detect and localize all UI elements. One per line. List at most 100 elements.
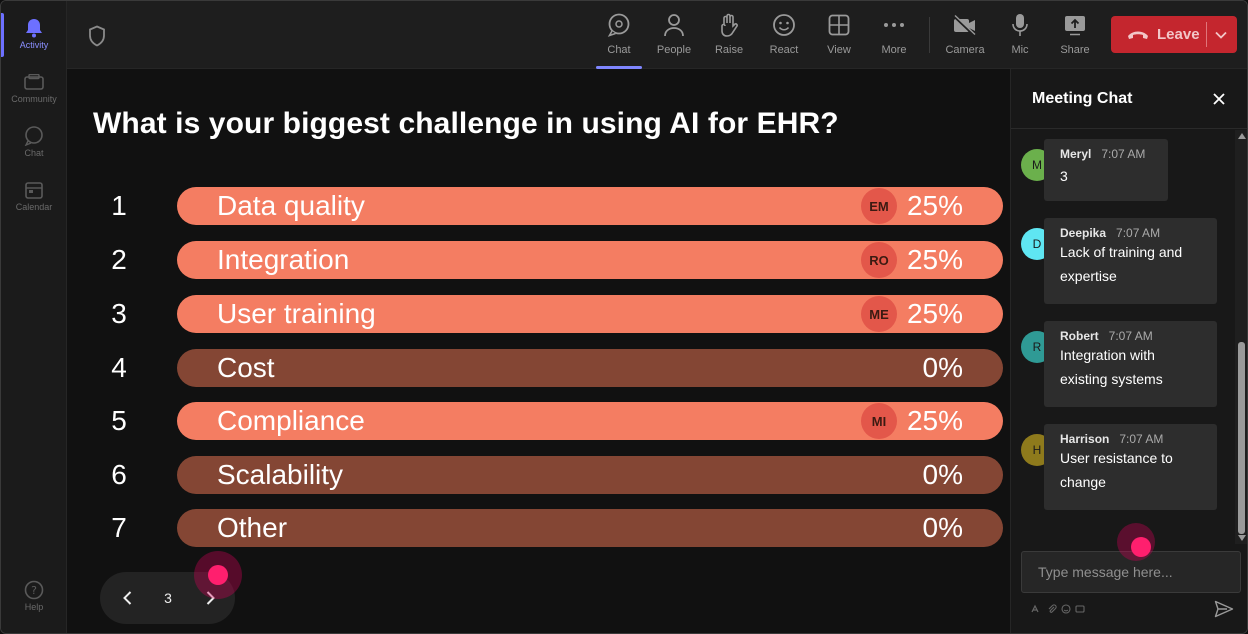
message-text: Integration with existing systems [1060, 347, 1163, 387]
sender-name: Robert [1060, 329, 1099, 343]
toolbar-chat-label: Chat [607, 44, 631, 56]
toolbar-mic-button[interactable]: Mic [993, 9, 1047, 61]
calendar-icon [23, 179, 45, 201]
option-percent: 25% [906, 190, 963, 221]
toolbar-view-button[interactable]: View [812, 9, 866, 61]
gif-icon[interactable] [1075, 604, 1085, 614]
scrollbar-thumb[interactable] [1238, 342, 1245, 534]
mic-icon [1007, 12, 1033, 38]
app-rail: Activity Community Chat Calendar ? Help [1, 1, 67, 633]
toolbar-raise-label: Raise [714, 44, 744, 56]
help-icon: ? [23, 579, 45, 601]
poll-question: What is your biggest challenge in using … [93, 107, 839, 140]
rail-item-calendar[interactable]: Calendar [1, 171, 67, 223]
toolbar-divider [929, 17, 930, 53]
sender-name: Meryl [1060, 147, 1092, 161]
poll-option-row: 3 User training ME 25% [67, 295, 1010, 333]
poll-option-row: 2 Integration RO 25% [67, 241, 1010, 279]
bell-icon [23, 17, 45, 39]
option-label: Data quality [217, 190, 365, 221]
option-bar: Compliance MI 25% [177, 402, 1003, 440]
toolbar-chat-button[interactable]: Chat [592, 9, 646, 69]
chevron-down-icon[interactable] [1214, 28, 1228, 42]
option-label: Compliance [217, 405, 365, 436]
option-bar: Scalability 0% [177, 456, 1003, 494]
option-percent: 25% [906, 405, 963, 436]
chat-scrollbar[interactable] [1235, 130, 1247, 544]
option-number: 6 [111, 459, 127, 490]
scroll-up-icon[interactable] [1238, 133, 1246, 139]
toolbar-camera-label: Camera [945, 44, 985, 56]
message-text: Lack of training and expertise [1060, 244, 1183, 284]
chevron-left-icon[interactable] [120, 590, 136, 606]
toolbar-more-label: More [881, 44, 907, 56]
message-composer [1021, 551, 1241, 593]
rail-item-label: Help [24, 602, 44, 612]
toolbar-raise-button[interactable]: Raise [702, 9, 756, 61]
message-time: 7:07 AM [1108, 329, 1153, 343]
option-percent: 0% [922, 512, 963, 543]
option-label: Integration [217, 244, 350, 275]
option-bar: User training ME 25% [177, 295, 1003, 333]
community-icon [23, 71, 45, 93]
option-number: 5 [111, 405, 127, 436]
svg-text:?: ? [31, 584, 37, 597]
leave-label: Leave [1157, 26, 1200, 43]
option-label: User training [217, 298, 376, 329]
rail-item-help[interactable]: ? Help [1, 571, 67, 623]
sender-name: Deepika [1060, 226, 1107, 240]
leave-button[interactable]: Leave [1111, 16, 1237, 53]
click-indicator [194, 551, 242, 599]
toolbar-react-button[interactable]: React [757, 9, 811, 61]
more-icon [881, 12, 907, 38]
option-percent: 25% [906, 244, 963, 275]
send-icon[interactable] [1214, 600, 1234, 618]
option-label: Scalability [217, 459, 344, 490]
message-time: 7:07 AM [1116, 226, 1161, 240]
close-icon[interactable] [1211, 91, 1227, 107]
option-number: 3 [111, 298, 127, 329]
chevron-right-icon[interactable] [202, 590, 218, 606]
toolbar-camera-button[interactable]: Camera [938, 9, 992, 61]
toolbar-more-button[interactable]: More [867, 9, 921, 61]
message-bubble: Harrison 7:07 AM User resistance to chang… [1044, 424, 1217, 510]
rail-item-activity[interactable]: Activity [1, 9, 67, 61]
message-input[interactable] [1022, 552, 1240, 592]
voter-avatar: ME [861, 296, 897, 332]
scroll-down-icon[interactable] [1238, 535, 1246, 541]
grid-view-icon [826, 12, 852, 38]
smiley-icon [771, 12, 797, 38]
message-bubble: Deepika 7:07 AM Lack of training and expe… [1044, 218, 1217, 304]
option-bar: Other 0% [177, 509, 1003, 547]
chat-icon [606, 12, 632, 38]
hang-up-icon [1128, 31, 1148, 39]
avatar-initial: D [1032, 237, 1042, 251]
attach-icon[interactable] [1047, 604, 1057, 614]
option-percent: 0% [922, 352, 963, 383]
toolbar-people-button[interactable]: People [647, 9, 701, 61]
rail-item-community[interactable]: Community [1, 63, 67, 115]
option-bar: Data quality EM 25% [177, 187, 1003, 225]
rail-item-chat[interactable]: Chat [1, 117, 67, 169]
poll-option-row: 6 Scalability 0% [67, 456, 1010, 494]
option-number: 1 [111, 190, 127, 221]
poll-results: What is your biggest challenge in using … [67, 69, 1010, 633]
avatar-initial: H [1032, 443, 1042, 457]
chat-icon [23, 125, 45, 147]
meeting-toolbar: Chat People Raise React View [67, 1, 1247, 69]
click-indicator [1117, 523, 1155, 561]
option-label: Other [217, 512, 288, 543]
message-bubble: Robert 7:07 AM Integration with existing … [1044, 321, 1217, 407]
poll-option-row: 7 Other 0% [67, 509, 1010, 547]
toolbar-view-label: View [827, 44, 851, 56]
page-number: 3 [164, 590, 172, 606]
format-text-icon[interactable] [1031, 604, 1041, 614]
rail-item-label: Community [11, 94, 57, 104]
shield-icon[interactable] [87, 25, 107, 47]
option-percent: 25% [906, 298, 963, 329]
toolbar-share-button[interactable]: Share [1048, 9, 1102, 61]
poll-option-row: 4 Cost 0% [67, 349, 1010, 387]
poll-option-row: 1 Data quality EM 25% [67, 187, 1010, 225]
emoji-icon[interactable] [1061, 604, 1071, 614]
poll-option-row: 5 Compliance MI 25% [67, 402, 1010, 440]
